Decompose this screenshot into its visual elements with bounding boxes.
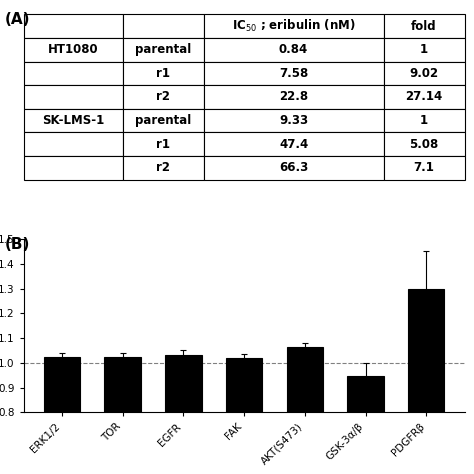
Bar xyxy=(104,356,141,474)
Bar xyxy=(44,356,80,474)
Bar xyxy=(226,358,262,474)
Bar xyxy=(287,347,323,474)
Bar xyxy=(165,356,201,474)
Bar xyxy=(408,289,445,474)
Bar xyxy=(347,376,384,474)
Text: (A): (A) xyxy=(5,12,30,27)
Text: (B): (B) xyxy=(5,237,30,252)
